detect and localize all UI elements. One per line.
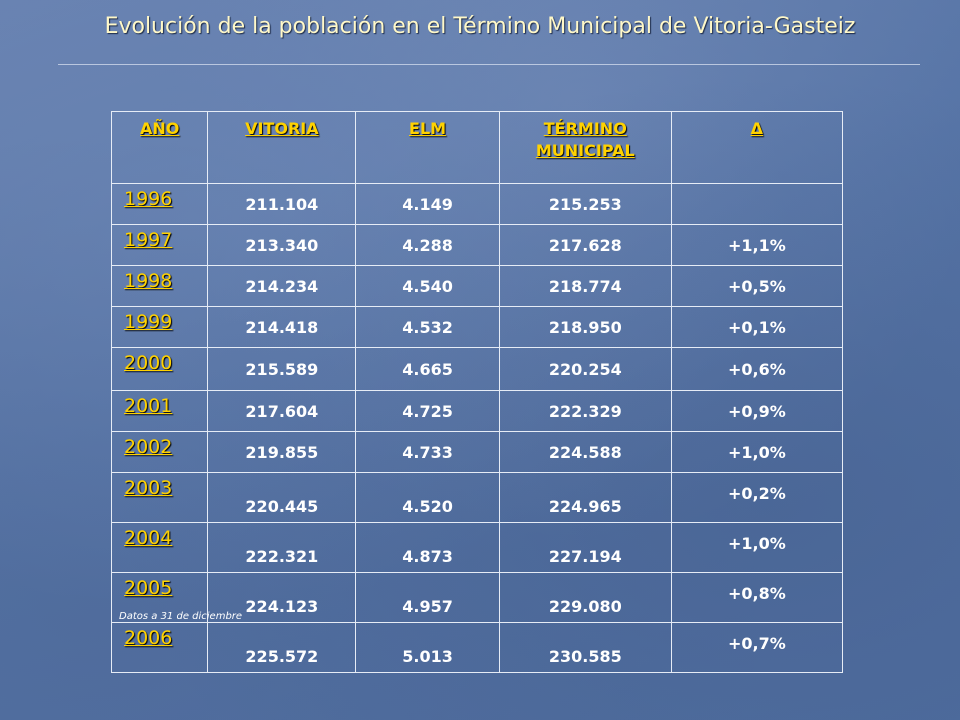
cell-delta: +0,5% [670,265,844,307]
cell-elm: 4.149 [355,183,500,225]
cell-elm: 4.873 [355,522,500,573]
cell-year: 1996 [110,183,209,225]
cell-termino-municipal: 227.194 [498,522,672,573]
cell-vitoria: 225.572 [207,622,357,673]
table-header-row: AÑO VITORIA ELM TÉRMINO MUNICIPAL Δ [110,111,844,184]
cell-vitoria: 222.321 [207,522,357,573]
cell-year: 2001 [110,390,209,432]
cell-vitoria: 217.604 [207,390,357,432]
table-row: 2003 220.445 4.520 224.965 +0,2% [110,472,844,523]
table-row: 1998 214.234 4.540 218.774 +0,5% [110,265,844,307]
table-row: 2006 225.572 5.013 230.585 +0,7% [110,622,844,673]
cell-year: 2002 [110,431,209,473]
title-divider [58,64,920,65]
cell-vitoria: 213.340 [207,224,357,266]
cell-termino-municipal: 217.628 [498,224,672,266]
cell-termino-municipal: 218.950 [498,306,672,348]
population-table: AÑO VITORIA ELM TÉRMINO MUNICIPAL Δ 1996… [110,111,844,673]
cell-elm: 4.532 [355,306,500,348]
cell-year: 2000 [110,347,209,391]
cell-elm: 4.733 [355,431,500,473]
cell-delta [670,183,844,225]
table-row: 2001 217.604 4.725 222.329 +0,9% [110,390,844,432]
table-row: 1999 214.418 4.532 218.950 +0,1% [110,306,844,348]
cell-year: 1997 [110,224,209,266]
cell-delta: +0,9% [670,390,844,432]
cell-year: 1999 [110,306,209,348]
table-row: 2000 215.589 4.665 220.254 +0,6% [110,347,844,391]
footnote: Datos a 31 de diciembre [119,611,243,622]
header-termino-municipal: TÉRMINO MUNICIPAL [498,111,672,184]
cell-termino-municipal: 222.329 [498,390,672,432]
cell-termino-municipal: 224.588 [498,431,672,473]
cell-vitoria: 211.104 [207,183,357,225]
cell-year: 2003 [110,472,209,523]
cell-year: 2004 [110,522,209,573]
cell-termino-municipal: 215.253 [498,183,672,225]
table-row: 2002 219.855 4.733 224.588 +1,0% [110,431,844,473]
cell-vitoria: 215.589 [207,347,357,391]
cell-vitoria: 214.234 [207,265,357,307]
cell-vitoria: 219.855 [207,431,357,473]
cell-delta: +0,6% [670,347,844,391]
cell-elm: 4.957 [355,572,500,623]
header-vitoria: VITORIA [207,111,357,184]
cell-termino-municipal: 218.774 [498,265,672,307]
cell-vitoria: 214.418 [207,306,357,348]
cell-elm: 5.013 [355,622,500,673]
cell-delta: +0,1% [670,306,844,348]
header-delta: Δ [670,111,844,184]
cell-elm: 4.725 [355,390,500,432]
cell-elm: 4.288 [355,224,500,266]
cell-termino-municipal: 229.080 [498,572,672,623]
table-row: 2004 222.321 4.873 227.194 +1,0% [110,522,844,573]
cell-elm: 4.540 [355,265,500,307]
cell-vitoria: 220.445 [207,472,357,523]
table-row: 1997 213.340 4.288 217.628 +1,1% [110,224,844,266]
header-year: AÑO [110,111,209,184]
cell-year: 1998 [110,265,209,307]
cell-delta: +1,0% [670,431,844,473]
table-row: 2005 224.123 4.957 229.080 +0,8% [110,572,844,623]
cell-delta: +1,0% [670,522,844,573]
cell-delta: +1,1% [670,224,844,266]
cell-termino-municipal: 230.585 [498,622,672,673]
slide-title: Evolución de la población en el Término … [104,14,856,39]
table-row: 1996 211.104 4.149 215.253 [110,183,844,225]
cell-year: 2005 [110,572,209,623]
cell-delta: +0,2% [670,472,844,523]
cell-vitoria: 224.123 [207,572,357,623]
cell-elm: 4.520 [355,472,500,523]
cell-termino-municipal: 220.254 [498,347,672,391]
header-elm: ELM [355,111,500,184]
cell-delta: +0,7% [670,622,844,673]
table-body: 1996 211.104 4.149 215.253 1997 213.340 4.288 2… [110,183,844,673]
cell-year: 2006 [110,622,209,673]
cell-delta: +0,8% [670,572,844,623]
cell-termino-municipal: 224.965 [498,472,672,523]
cell-elm: 4.665 [355,347,500,391]
